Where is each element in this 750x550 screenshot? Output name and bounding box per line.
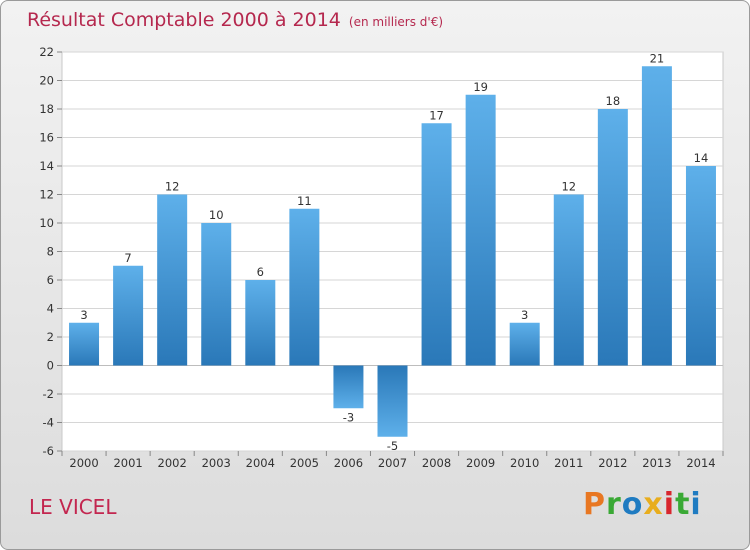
y-tick-label: 20 (39, 74, 54, 88)
y-tick-label: 14 (39, 159, 54, 173)
logo-letter: x (643, 487, 664, 522)
y-tick-label: 10 (39, 216, 54, 230)
y-tick-label: -2 (43, 387, 54, 401)
data-label: 17 (429, 108, 444, 122)
bar (69, 322, 100, 366)
x-tick-label: 2005 (290, 456, 319, 470)
y-tick-label: 0 (47, 359, 54, 373)
y-tick-label: 4 (47, 302, 54, 316)
y-tick-label: -6 (43, 444, 54, 458)
data-label: -5 (387, 439, 398, 453)
bar (421, 123, 452, 366)
data-label: 12 (561, 180, 576, 194)
bar (245, 280, 276, 366)
proxiti-logo: Proxiti (583, 487, 702, 522)
logo-letter: i (663, 487, 676, 522)
x-tick-label: 2010 (510, 456, 539, 470)
data-label: 3 (80, 308, 87, 322)
data-label: 6 (257, 265, 264, 279)
bar (465, 94, 496, 366)
data-label: 12 (165, 180, 180, 194)
bar (113, 265, 144, 366)
x-tick-label: 2006 (334, 456, 363, 470)
data-label: 10 (209, 208, 224, 222)
y-tick-label: 2 (47, 330, 54, 344)
bar (201, 223, 232, 366)
x-tick-label: 2008 (422, 456, 451, 470)
x-tick-label: 2004 (246, 456, 275, 470)
logo-letter: P (583, 487, 606, 522)
y-tick-label: 8 (47, 245, 54, 259)
data-label: 18 (606, 94, 621, 108)
data-label: 21 (650, 51, 665, 65)
data-label: 7 (124, 251, 131, 265)
x-tick-label: 2002 (158, 456, 187, 470)
x-tick-label: 2000 (69, 456, 98, 470)
data-label: 3 (521, 308, 528, 322)
bar (377, 365, 408, 437)
bar (509, 322, 540, 366)
x-tick-label: 2003 (202, 456, 231, 470)
chart-title: Résultat Comptable 2000 à 2014 (en millie… (27, 9, 444, 31)
x-tick-label: 2009 (466, 456, 495, 470)
y-tick-label: 6 (47, 273, 54, 287)
data-label: 11 (297, 194, 312, 208)
logo-letter: t (675, 487, 691, 522)
y-tick-label: 18 (39, 102, 54, 116)
logo-letter: i (690, 487, 702, 522)
logo-letter: o (621, 487, 644, 522)
logo-letter: r (606, 487, 622, 522)
commune-name: LE VICEL (29, 495, 117, 519)
x-tick-label: 2014 (686, 456, 715, 470)
bar (333, 365, 364, 409)
bar (289, 208, 320, 366)
bar (157, 194, 188, 366)
data-label: 14 (694, 151, 709, 165)
bar (553, 194, 584, 366)
y-tick-label: 12 (39, 188, 54, 202)
y-tick-label: 22 (39, 45, 54, 59)
chart-subtitle: (en milliers d'€) (348, 15, 444, 29)
x-tick-label: 2011 (554, 456, 583, 470)
bar (685, 166, 716, 366)
x-tick-label: 2001 (113, 456, 142, 470)
x-tick-label: 2013 (642, 456, 671, 470)
y-tick-label: 16 (39, 131, 54, 145)
data-label: -3 (343, 410, 354, 424)
bar (641, 66, 672, 366)
bar (597, 109, 628, 366)
data-label: 19 (473, 80, 488, 94)
y-tick-label: -4 (43, 416, 54, 430)
x-tick-label: 2007 (378, 456, 407, 470)
x-tick-label: 2012 (598, 456, 627, 470)
